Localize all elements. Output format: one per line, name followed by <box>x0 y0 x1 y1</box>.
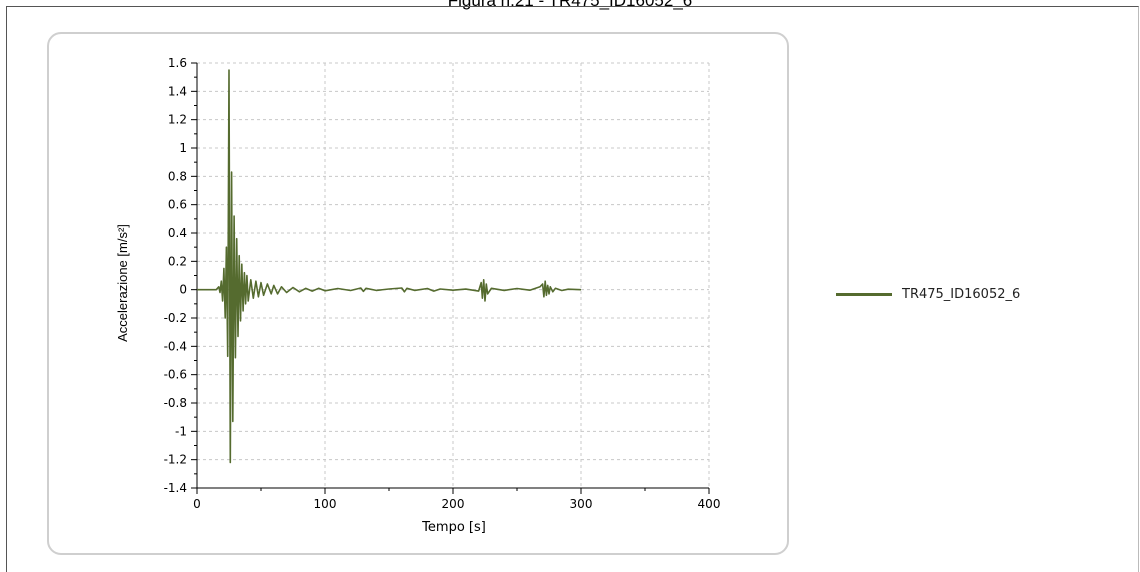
y-tick-label: 0.8 <box>168 169 187 183</box>
legend-swatch <box>836 292 892 296</box>
x-tick-label: 0 <box>193 497 201 511</box>
x-tick-label: 300 <box>570 497 593 511</box>
y-tick-label: -1.2 <box>164 453 187 467</box>
series-line <box>197 69 582 464</box>
y-tick-label: -0.2 <box>164 311 187 325</box>
grid-lines <box>197 62 710 488</box>
x-axis-title: Tempo [s] <box>421 520 486 535</box>
y-tick-label: -0.6 <box>164 368 187 382</box>
x-tick-labels: 0 100 200 300 400 <box>193 497 720 511</box>
y-tick-label: 0.6 <box>168 198 187 212</box>
x-tick-label: 100 <box>314 497 337 511</box>
legend-label: TR475_ID16052_6 <box>902 286 1021 302</box>
y-tick-label: 0.4 <box>168 226 187 240</box>
outer-frame <box>6 6 1139 572</box>
y-tick-label: 1 <box>179 141 187 155</box>
y-tick-labels: 1.6 1.4 1.2 1 0.8 0.6 0.4 0.2 0 -0.2 -0.4 -0.6 -0.8 -… <box>164 56 187 495</box>
legend: TR475_ID16052_6 <box>836 284 1020 304</box>
y-axis-title: Accelerazione [m/s²] <box>115 224 130 342</box>
figure-title: Figura n.21 - TR475_ID16052_6 <box>447 0 693 10</box>
y-tick-label: 1.4 <box>168 84 187 98</box>
y-tick-label: 0.2 <box>168 254 187 268</box>
y-tick-label: -1.4 <box>164 481 187 495</box>
y-tick-label: 0 <box>179 283 187 297</box>
y-tick-label: -0.4 <box>164 339 187 353</box>
y-tick-label: 1.6 <box>168 56 187 70</box>
x-tick-label: 200 <box>442 497 465 511</box>
plot-area <box>197 69 582 464</box>
y-tick-label: -1 <box>175 424 187 438</box>
y-tick-label: -0.8 <box>164 396 187 410</box>
x-tick-label: 400 <box>698 497 721 511</box>
y-tick-label: 1.2 <box>168 113 187 127</box>
axes <box>191 62 710 494</box>
